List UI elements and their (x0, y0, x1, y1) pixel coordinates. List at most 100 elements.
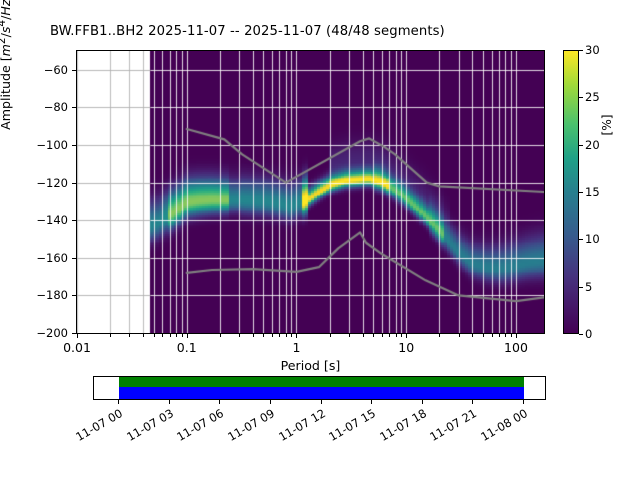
timeline-tick-label: 11-07 15 (326, 406, 379, 444)
x-tick-minor (162, 334, 163, 337)
timeline-tick-label: 11-07 18 (376, 406, 429, 444)
timeline-tick-label: 11-07 09 (225, 406, 277, 444)
colorbar-tick-label: 10 (585, 232, 600, 247)
x-tick-minor (382, 334, 383, 337)
x-tick-label: 100 (504, 340, 528, 355)
x-tick-minor (110, 334, 111, 337)
timeline-tick-label: 11-07 12 (275, 406, 328, 444)
x-tick-minor (330, 334, 331, 337)
x-tick-label: 10 (398, 340, 415, 355)
x-tick-minor (396, 334, 397, 337)
y-tick-label: −80 (43, 100, 68, 115)
x-tick-minor (286, 334, 287, 337)
colorbar-title: [%] (600, 114, 614, 136)
x-tick-minor (499, 334, 500, 337)
x-tick-major (516, 334, 517, 338)
coverage-band-green (119, 377, 524, 387)
timeline-tick-label: 11-07 03 (123, 406, 176, 444)
x-tick-minor (239, 334, 240, 337)
timeline-tick-mark (270, 400, 271, 404)
colorbar-tick-mark (579, 192, 583, 193)
colorbar-tick-label: 20 (585, 137, 600, 152)
x-tick-minor (272, 334, 273, 337)
x-tick-major (406, 334, 407, 338)
x-axis-title: Period [s] (280, 358, 341, 373)
timeline-tick-mark (118, 400, 119, 404)
timeline-tick-mark (219, 400, 220, 404)
y-tick-mark (72, 70, 76, 71)
timeline-tick-label: 11-08 00 (478, 406, 530, 444)
y-tick-mark (72, 145, 76, 146)
x-tick-minor (492, 334, 493, 337)
y-tick-mark (72, 183, 76, 184)
data-coverage-timeline[interactable] (93, 376, 546, 400)
y-tick-label: −100 (36, 138, 68, 152)
timeline-tick-mark (523, 400, 524, 404)
x-tick-minor (511, 334, 512, 337)
y-tick-mark (72, 258, 76, 259)
x-tick-minor (373, 334, 374, 337)
coverage-band-blue (119, 387, 524, 399)
y-tick-mark (72, 333, 76, 334)
y-tick-mark (72, 107, 76, 108)
x-tick-minor (459, 334, 460, 337)
timeline-tick-mark (169, 400, 170, 404)
y-tick-label: −120 (36, 175, 68, 190)
x-tick-minor (439, 334, 440, 337)
x-tick-label: 1 (292, 340, 301, 355)
timeline-tick-label: 11-07 06 (174, 406, 227, 444)
x-tick-minor (363, 334, 364, 337)
y-tick-label: −180 (36, 288, 68, 303)
colorbar-tick-label: 30 (585, 43, 600, 57)
y-tick-label: −200 (36, 326, 68, 340)
page-title: BW.FFB1..BH2 2025-11-07 -- 2025-11-07 (4… (50, 24, 445, 39)
timeline-tick-label: 11-07 00 (73, 406, 125, 444)
colorbar-tick-mark (579, 50, 583, 51)
colorbar-tick-mark (579, 239, 583, 240)
y-tick-mark (72, 220, 76, 221)
x-tick-major (187, 334, 188, 338)
y-axis-title: Amplitude [m2/s4/Hz] [dB] (0, 0, 14, 130)
x-tick-minor (253, 334, 254, 337)
x-tick-major (296, 334, 297, 338)
x-tick-minor (349, 334, 350, 337)
timeline-tick-mark (472, 400, 473, 404)
ppsd-heatmap-canvas (77, 51, 544, 333)
timeline-tick-label: 11-07 21 (427, 406, 480, 444)
timeline-tick-mark (321, 400, 322, 404)
colorbar-tick-label: 25 (585, 90, 600, 105)
x-tick-minor (220, 334, 221, 337)
x-tick-minor (170, 334, 171, 337)
timeline-tick-mark (371, 400, 372, 404)
colorbar-tick-mark (579, 287, 583, 288)
x-tick-minor (505, 334, 506, 337)
x-tick-minor (176, 334, 177, 337)
x-tick-label: 0.1 (176, 340, 197, 355)
x-tick-minor (389, 334, 390, 337)
y-tick-label: −140 (36, 213, 68, 228)
y-tick-label: −60 (43, 62, 68, 77)
x-tick-minor (472, 334, 473, 337)
colorbar-tick-mark (579, 334, 583, 335)
colorbar-tick-mark (579, 97, 583, 98)
ppsd-plot-area[interactable] (76, 50, 545, 334)
x-tick-minor (143, 334, 144, 337)
x-tick-major (77, 334, 78, 338)
x-tick-minor (263, 334, 264, 337)
x-tick-minor (154, 334, 155, 337)
colorbar (563, 50, 579, 334)
y-tick-mark (72, 295, 76, 296)
timeline-tick-mark (422, 400, 423, 404)
colorbar-tick-mark (579, 145, 583, 146)
colorbar-tick-label: 0 (585, 327, 593, 341)
x-tick-minor (483, 334, 484, 337)
x-tick-label: 0.01 (63, 340, 91, 355)
x-tick-minor (279, 334, 280, 337)
x-tick-minor (182, 334, 183, 337)
colorbar-tick-label: 15 (585, 185, 600, 199)
x-tick-minor (291, 334, 292, 337)
colorbar-tick-label: 5 (585, 279, 593, 294)
x-tick-minor (129, 334, 130, 337)
y-tick-label: −160 (36, 250, 68, 265)
